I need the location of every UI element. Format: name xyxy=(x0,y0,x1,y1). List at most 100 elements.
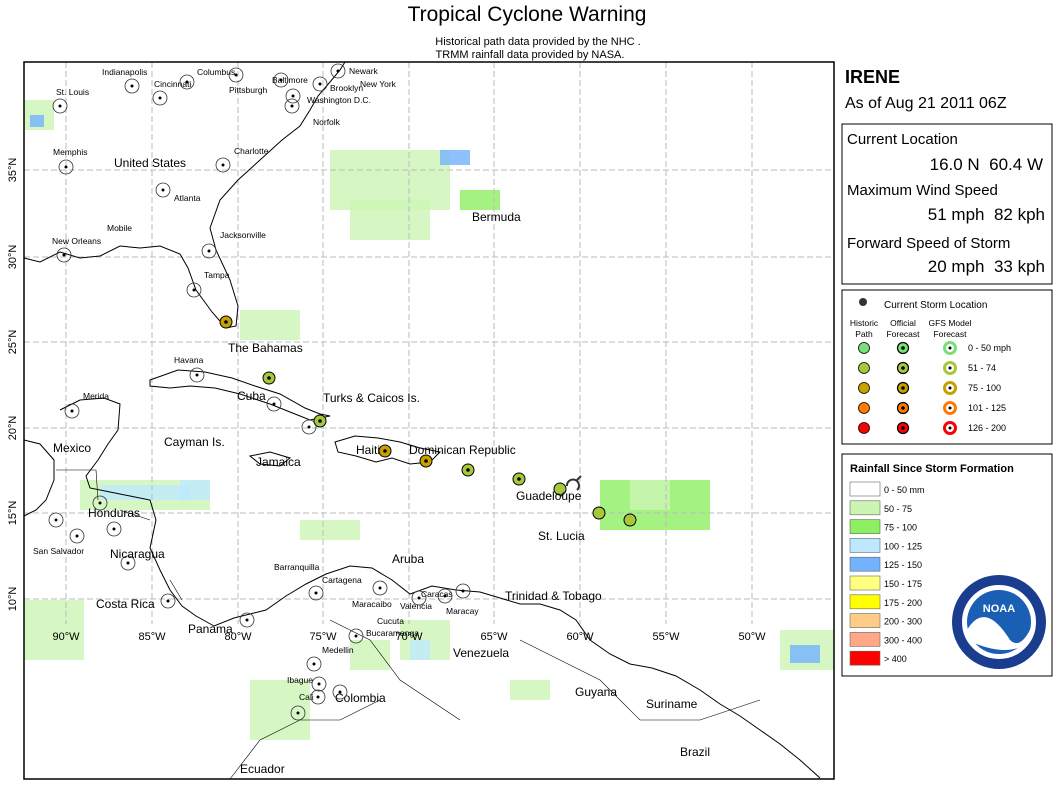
city-marker xyxy=(311,676,327,692)
country-label: Aruba xyxy=(392,552,424,566)
city-marker xyxy=(58,159,74,175)
city-label: Indianapolis xyxy=(102,67,147,77)
city-marker xyxy=(411,590,427,606)
city-dot xyxy=(336,69,340,73)
city-dot xyxy=(207,249,211,253)
storm-track xyxy=(219,315,637,527)
city-marker xyxy=(215,157,231,173)
lat-label: 30°N xyxy=(7,245,19,270)
city-dot xyxy=(279,78,283,82)
legend-official-dot xyxy=(901,406,905,410)
city-marker xyxy=(106,521,122,537)
country-label: Panama xyxy=(188,622,233,636)
city-dot xyxy=(318,82,322,86)
logo: NOAA xyxy=(952,575,1046,669)
rain-label: 150 - 175 xyxy=(884,579,922,589)
city-label: Newark xyxy=(349,66,379,76)
coastline xyxy=(23,439,55,517)
city-marker xyxy=(152,90,168,106)
field-value: 51 mph 82 kph xyxy=(928,205,1045,224)
legend-gfs-dot xyxy=(948,346,952,350)
legend-column: GFS Model xyxy=(929,318,972,328)
city-dot xyxy=(307,425,311,429)
rain-label: > 400 xyxy=(884,654,907,664)
coastline xyxy=(59,397,821,779)
track-dot xyxy=(267,376,271,380)
lon-label: 55°W xyxy=(652,631,680,643)
city-dot xyxy=(317,682,321,686)
city-dot xyxy=(272,402,276,406)
city-label: Pittsburgh xyxy=(229,85,268,95)
logo-text: NOAA xyxy=(983,603,1015,615)
place-labels: St. Louis Indianapolis Cincinnati Columbus P… xyxy=(33,63,710,776)
city-marker xyxy=(455,583,471,599)
lon-label: 80°W xyxy=(224,631,252,643)
city-marker xyxy=(160,593,176,609)
rain-patch xyxy=(460,190,500,210)
city-marker xyxy=(301,419,317,435)
field-label: Forward Speed of Storm xyxy=(847,235,1010,252)
city-marker xyxy=(372,580,388,596)
country-label: United States xyxy=(114,156,186,170)
country-label: Trinidad & Tobago xyxy=(505,589,602,603)
rain-label: 100 - 125 xyxy=(884,541,922,551)
track-dot xyxy=(517,477,521,481)
city-marker xyxy=(124,78,140,94)
country-label: Ecuador xyxy=(240,762,285,776)
city-marker xyxy=(56,247,72,263)
city-marker xyxy=(155,182,171,198)
city-label: Cali xyxy=(299,692,314,702)
city-dot xyxy=(314,591,318,595)
lon-label: 75°W xyxy=(309,631,337,643)
city-marker xyxy=(201,243,217,259)
rain-swatch xyxy=(849,650,881,666)
city-dot xyxy=(338,690,342,694)
city-dot xyxy=(234,73,238,77)
country-label: Bermuda xyxy=(472,210,521,224)
city-marker xyxy=(290,705,306,721)
current-storm-icon xyxy=(859,298,867,306)
city-marker xyxy=(330,63,346,79)
city-label: Cartagena xyxy=(322,575,362,585)
lon-label: 90°W xyxy=(52,631,80,643)
city-dot xyxy=(316,695,320,699)
rain-swatch xyxy=(849,632,881,647)
city-marker xyxy=(239,612,255,628)
city-dot xyxy=(112,527,116,531)
rain-patch xyxy=(510,680,550,700)
city-marker xyxy=(69,528,85,544)
city-dot xyxy=(166,599,170,603)
city-dot xyxy=(195,373,199,377)
legend-historic xyxy=(858,422,870,434)
city-dot xyxy=(192,288,196,292)
map-frame xyxy=(23,61,835,780)
legend-official-dot xyxy=(901,366,905,370)
city-marker xyxy=(332,684,348,700)
credit: TRMM rainfall data provided by NASA. xyxy=(436,49,625,61)
track-dot xyxy=(383,449,387,453)
city-dot xyxy=(312,662,316,666)
legend-label: 0 - 50 mph xyxy=(968,343,1011,353)
city-label: Cincinnati xyxy=(154,79,191,89)
legend-historic xyxy=(858,362,870,374)
city-label: Bucaramanga xyxy=(366,628,419,638)
city-label: Brooklyn xyxy=(330,83,363,93)
country-label: Brazil xyxy=(680,745,710,759)
city-label: Washington D.C. xyxy=(307,95,371,105)
track-point xyxy=(553,482,567,496)
rain-label: 75 - 100 xyxy=(884,523,917,533)
country-label: Suriname xyxy=(646,697,698,711)
city-label: St. Louis xyxy=(56,87,89,97)
rain-swatch xyxy=(849,575,881,591)
track-dot xyxy=(224,320,228,324)
city-label: Tampa xyxy=(204,270,230,280)
city-marker xyxy=(437,588,453,604)
legend-column: Path xyxy=(855,329,873,339)
city-dot xyxy=(64,165,68,169)
lon-label: 65°W xyxy=(480,631,508,643)
rain-swatch xyxy=(849,556,881,572)
city-label: Caracas xyxy=(421,589,453,599)
rain-patch xyxy=(100,485,190,500)
